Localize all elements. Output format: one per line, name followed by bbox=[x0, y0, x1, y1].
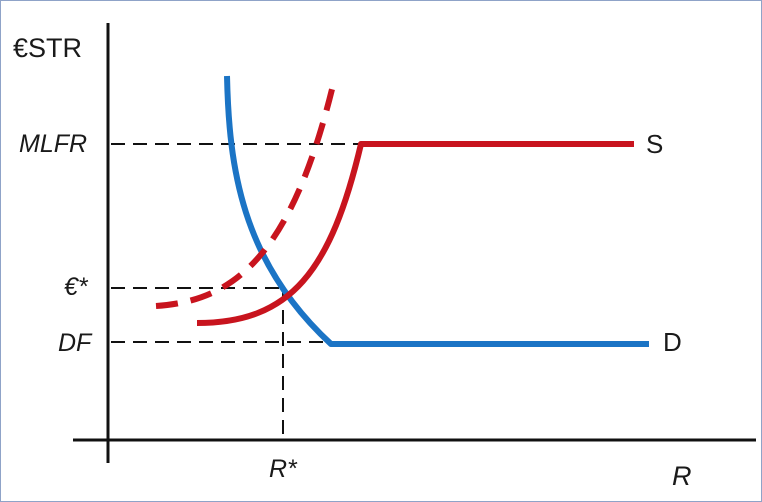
shifted-supply-curve bbox=[155, 80, 337, 309]
equilibrium-rate-tick-label: €* bbox=[64, 273, 88, 301]
supply-curve bbox=[196, 141, 634, 326]
y-axis-label: €STR bbox=[13, 33, 83, 63]
x-axis-label: R bbox=[672, 461, 692, 491]
demand-curve-label: D bbox=[663, 327, 682, 357]
demand-curve bbox=[224, 75, 649, 347]
equilibrium-reserves-tick-label: R* bbox=[269, 455, 297, 483]
df-tick-label: DF bbox=[58, 329, 92, 357]
supply-curve-label: S bbox=[646, 129, 664, 159]
mlfr-tick-label: MLFR bbox=[19, 130, 88, 158]
